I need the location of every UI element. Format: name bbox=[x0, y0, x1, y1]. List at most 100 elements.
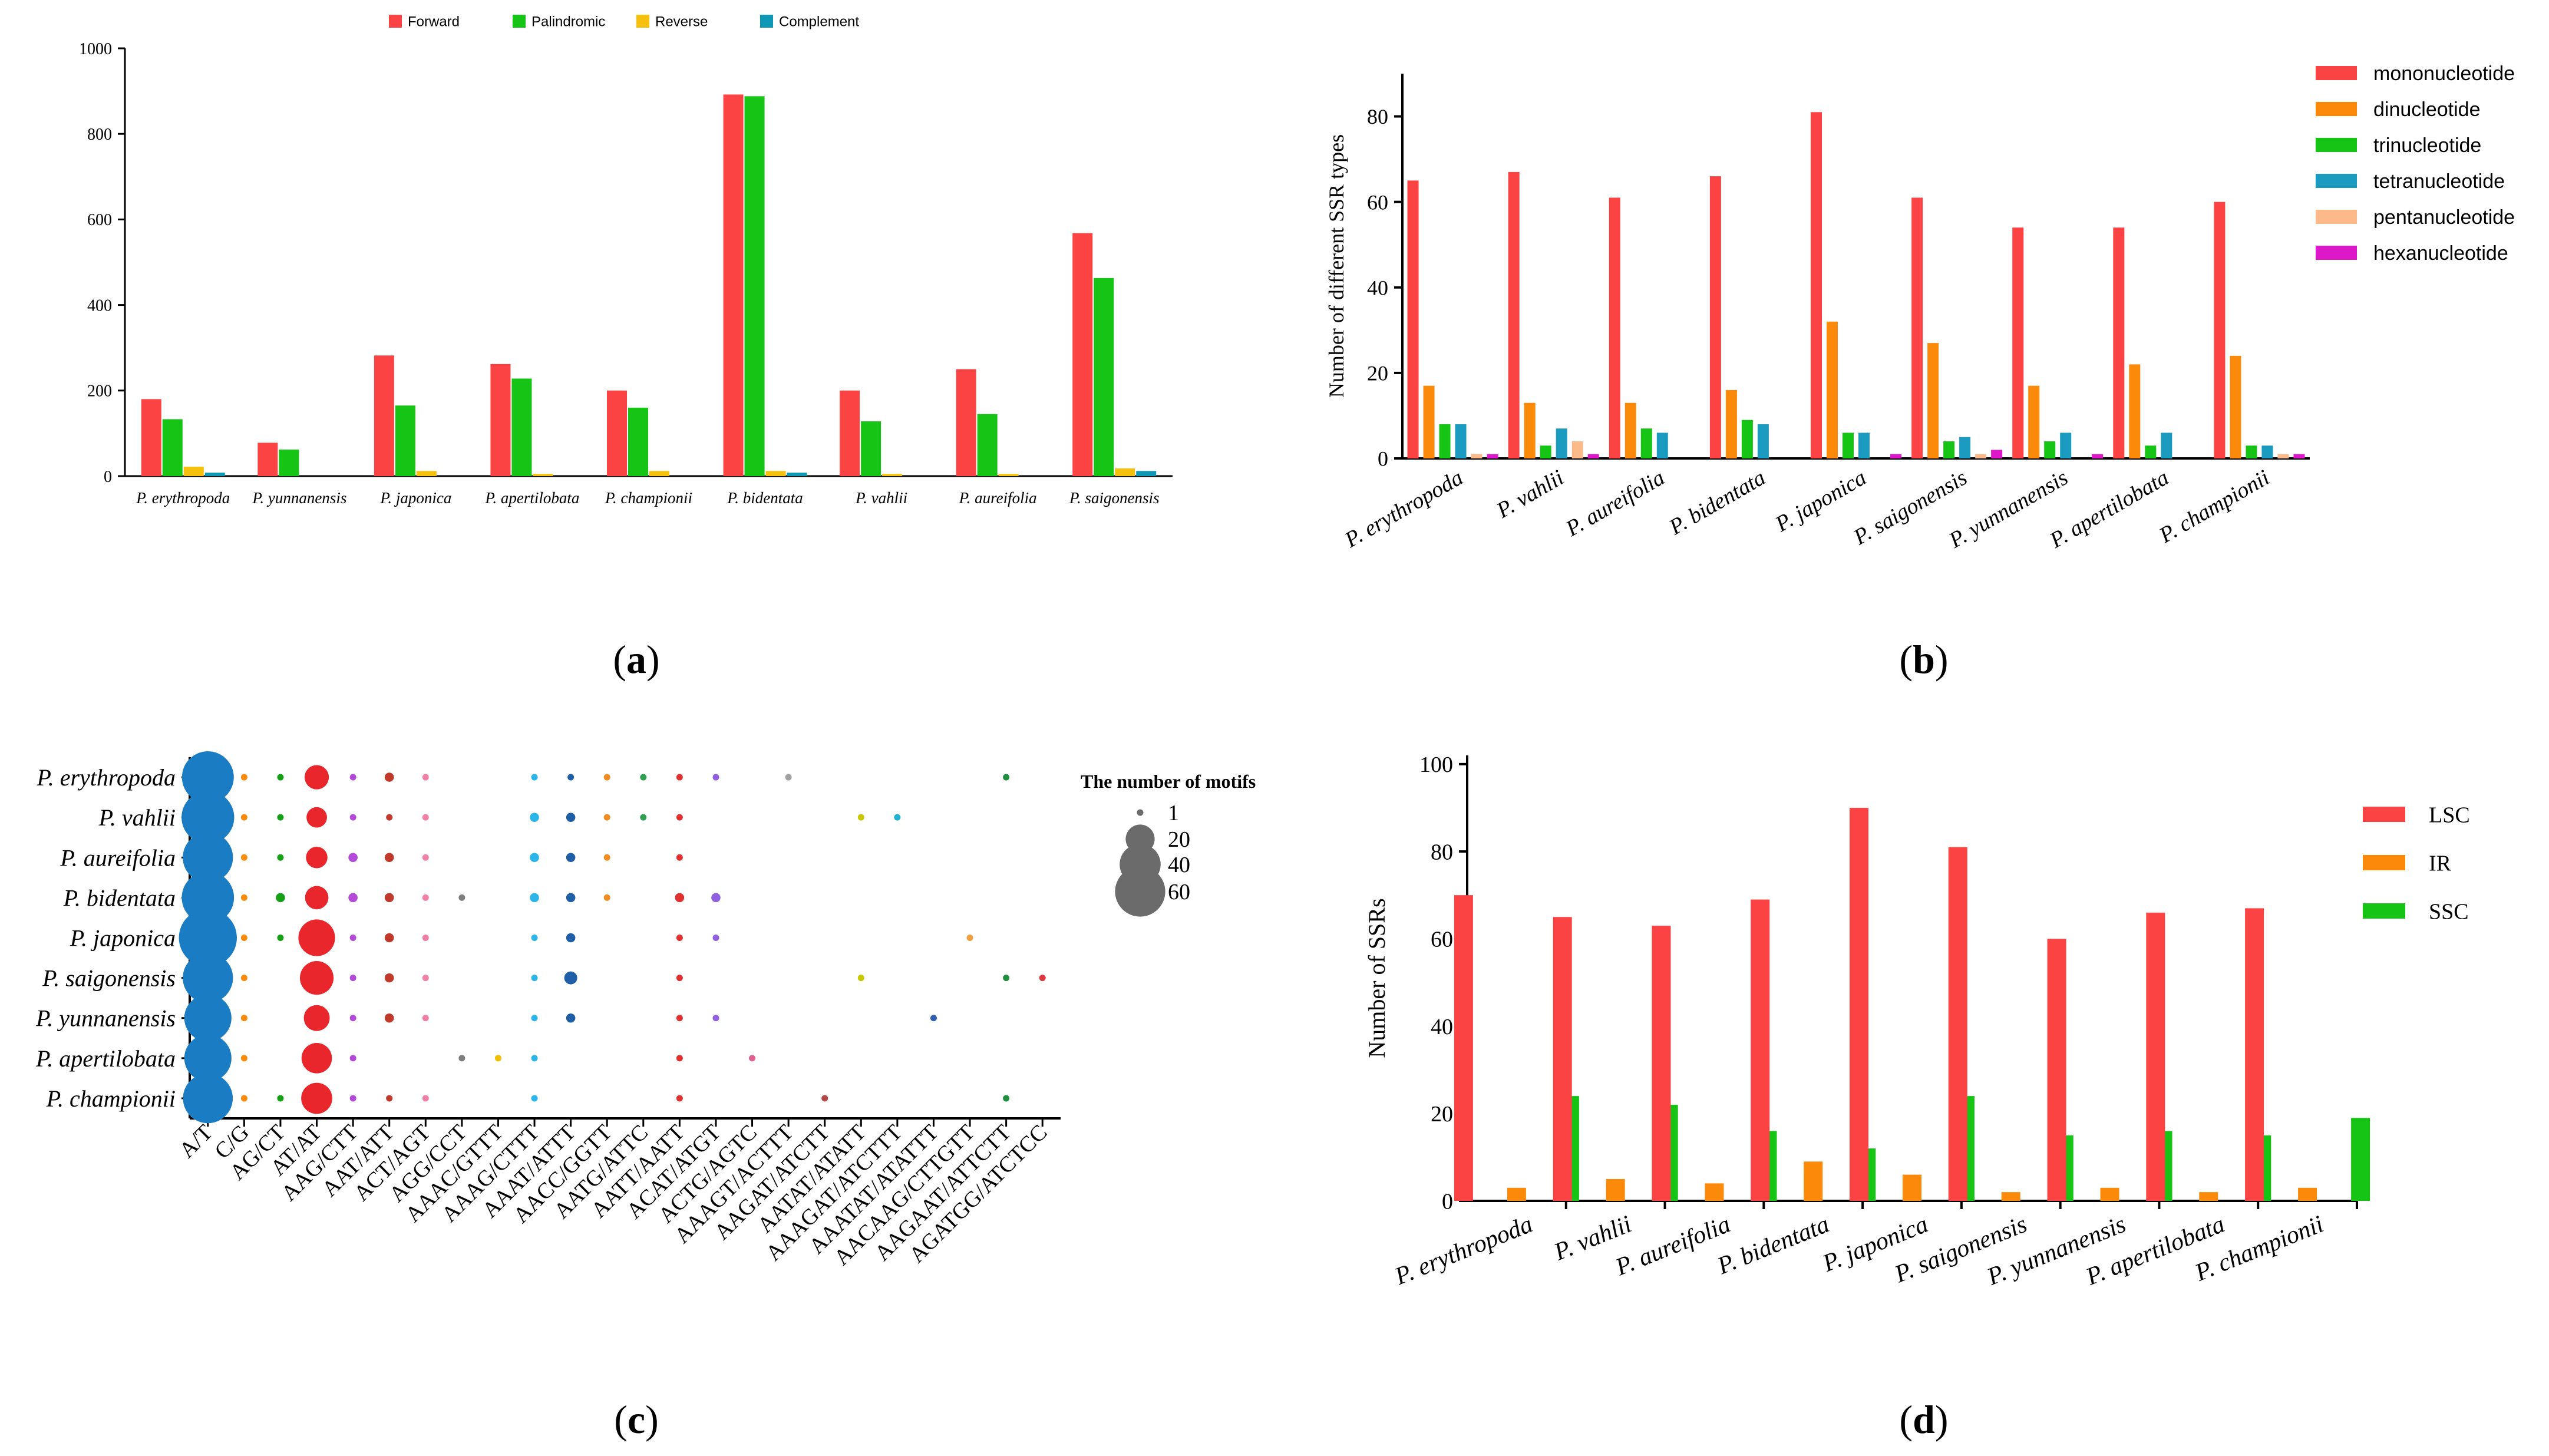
c-bubble-acat-atgt bbox=[712, 935, 719, 941]
c-bubble-c-g bbox=[240, 1095, 247, 1102]
a-bar-palindromic bbox=[977, 414, 998, 476]
panel-a: 0 200 400 600 800 1000 P. erythropoda P. yunnan… bbox=[79, 14, 1173, 507]
c-bubble-c-g bbox=[240, 975, 247, 982]
c-bubble-c-g bbox=[240, 774, 247, 781]
a-bar-forward bbox=[607, 390, 627, 476]
d-bar-ir bbox=[1903, 1174, 1921, 1201]
c-bubble-at-at bbox=[301, 1082, 332, 1114]
c-bubble-aaag-cttt bbox=[531, 935, 538, 941]
c-bubble-ag-ct bbox=[276, 893, 285, 903]
a-bar-forward bbox=[840, 390, 860, 476]
d-bar-ir bbox=[2001, 1192, 2020, 1201]
b-bar-hexanucleotide bbox=[1587, 454, 1599, 458]
c-bubble-aaag-cttt bbox=[531, 1015, 538, 1022]
c-bubble-aat-att bbox=[386, 814, 393, 821]
b-bar-tetranucleotide bbox=[1556, 428, 1567, 458]
b-bar-tetranucleotide bbox=[2060, 432, 2072, 458]
b-x-tick-label: P. aureifolia bbox=[1561, 465, 1669, 542]
c-bubble-act-agt bbox=[422, 774, 429, 781]
c-bubble-aatg-attc bbox=[640, 774, 647, 781]
c-bubble-aacc-ggtt bbox=[603, 854, 610, 861]
b-y-tick-label: 20 bbox=[1367, 361, 1388, 385]
d-legend-swatch-ir bbox=[2363, 855, 2405, 870]
c-bubble-a-t bbox=[183, 953, 233, 1003]
c-bubble-aat-att bbox=[384, 772, 394, 782]
c-bubble-a-t bbox=[179, 909, 237, 967]
b-bar-hexanucleotide bbox=[1890, 454, 1901, 458]
b-bar-tetranucleotide bbox=[1757, 424, 1769, 458]
b-legend-label-dinucleotide: dinucleotide bbox=[2373, 98, 2480, 121]
c-y-tick-label: P. japonica bbox=[70, 925, 176, 952]
a-bar-forward bbox=[723, 94, 744, 476]
a-x-tick-label: P. bidentata bbox=[727, 489, 803, 507]
c-bubble-aaatat-atattt bbox=[930, 1015, 937, 1022]
b-bar-tetranucleotide bbox=[1455, 424, 1467, 458]
a-bar-reverse bbox=[765, 471, 786, 476]
c-bubble-a-t bbox=[181, 751, 234, 804]
a-x-tick-label: P. yunnanensis bbox=[252, 489, 346, 507]
b-bar-mononucleotide bbox=[2214, 202, 2226, 458]
d-legend-label-ssc: SSC bbox=[2429, 899, 2469, 924]
c-bubble-c-g bbox=[240, 1055, 247, 1062]
a-bar-forward bbox=[956, 369, 976, 476]
c-bubble-c-g bbox=[240, 814, 247, 821]
a-x-tick-label: P. japonica bbox=[379, 489, 451, 507]
c-bubble-at-at bbox=[305, 886, 329, 910]
a-legend-label-forward: Forward bbox=[408, 14, 460, 29]
c-bubble-aatt-aatt bbox=[675, 893, 685, 903]
b-bar-tetranucleotide bbox=[1656, 432, 1668, 458]
b-bar-dinucleotide bbox=[1625, 402, 1636, 458]
c-bubble-aaagat-atcttt bbox=[894, 814, 901, 821]
a-bar-palindromic bbox=[511, 378, 532, 476]
b-bar-pentanucleotide bbox=[1571, 441, 1583, 458]
b-bar-mononucleotide bbox=[2012, 227, 2024, 458]
b-bar-dinucleotide bbox=[2129, 364, 2141, 458]
c-bubble-agg-cct bbox=[458, 1055, 465, 1062]
c-bubble-aaat-attt bbox=[566, 813, 576, 822]
a-bar-forward bbox=[257, 443, 278, 476]
d-bar-ssc bbox=[2351, 1118, 2370, 1201]
b-legend-swatch-tetranucleotide bbox=[2316, 174, 2357, 188]
c-bubble-aaag-cttt bbox=[531, 774, 538, 781]
a-y-tick-label: 1000 bbox=[79, 40, 112, 58]
a-legend-label-reverse: Reverse bbox=[655, 14, 708, 29]
a-y-tick-label: 400 bbox=[87, 296, 112, 315]
c-size-legend-circle bbox=[1137, 809, 1144, 816]
c-bubble-acat-atgt bbox=[712, 774, 719, 781]
a-bar-forward bbox=[1072, 233, 1093, 476]
b-legend-label-pentanucleotide: pentanucleotide bbox=[2373, 206, 2515, 229]
b-legend-label-tetranucleotide: tetranucleotide bbox=[2373, 170, 2505, 193]
b-y-tick-label: 60 bbox=[1367, 190, 1388, 214]
a-x-tick-label: P. apertilobata bbox=[484, 489, 579, 507]
c-y-tick-label: P. championii bbox=[46, 1085, 176, 1112]
a-y-tick-label: 800 bbox=[87, 126, 112, 144]
c-bubble-aag-ctt bbox=[349, 1055, 356, 1062]
c-bubble-c-g bbox=[240, 935, 247, 941]
a-bar-forward bbox=[490, 364, 511, 476]
c-bubble-aatt-aatt bbox=[676, 1015, 683, 1022]
b-legend-swatch-trinucleotide bbox=[2316, 138, 2357, 152]
c-bubble-aatt-aatt bbox=[676, 935, 683, 941]
c-bubble-at-at bbox=[306, 807, 327, 828]
a-y-tick-label: 200 bbox=[87, 382, 112, 401]
c-bubble-aaat-attt bbox=[564, 971, 577, 985]
d-bar-ir bbox=[2298, 1187, 2317, 1201]
d-bar-ir bbox=[2199, 1192, 2218, 1201]
d-bar-lsc bbox=[1652, 926, 1671, 1201]
b-bar-hexanucleotide bbox=[2092, 454, 2104, 458]
c-bubble-act-agt bbox=[422, 854, 429, 861]
a-x-tick-label: P. erythropoda bbox=[136, 489, 230, 507]
c-bubble-agatgg-atctcc bbox=[1039, 975, 1046, 982]
c-bubble-aaag-cttt bbox=[531, 975, 538, 982]
b-legend-label-hexanucleotide: hexanucleotide bbox=[2373, 242, 2508, 265]
b-legend-swatch-dinucleotide bbox=[2316, 102, 2357, 116]
b-bar-trinucleotide bbox=[1741, 420, 1753, 458]
c-bubble-aat-att bbox=[384, 893, 394, 903]
b-bar-tetranucleotide bbox=[1959, 437, 1971, 458]
d-bar-ir bbox=[1804, 1161, 1823, 1201]
b-bar-dinucleotide bbox=[1827, 321, 1838, 458]
c-size-legend-label: 1 bbox=[1168, 801, 1179, 826]
d-legend-swatch-ssc bbox=[2363, 903, 2405, 919]
c-bubble-aag-ctt bbox=[349, 814, 356, 821]
c-bubble-aag-ctt bbox=[349, 1095, 356, 1102]
